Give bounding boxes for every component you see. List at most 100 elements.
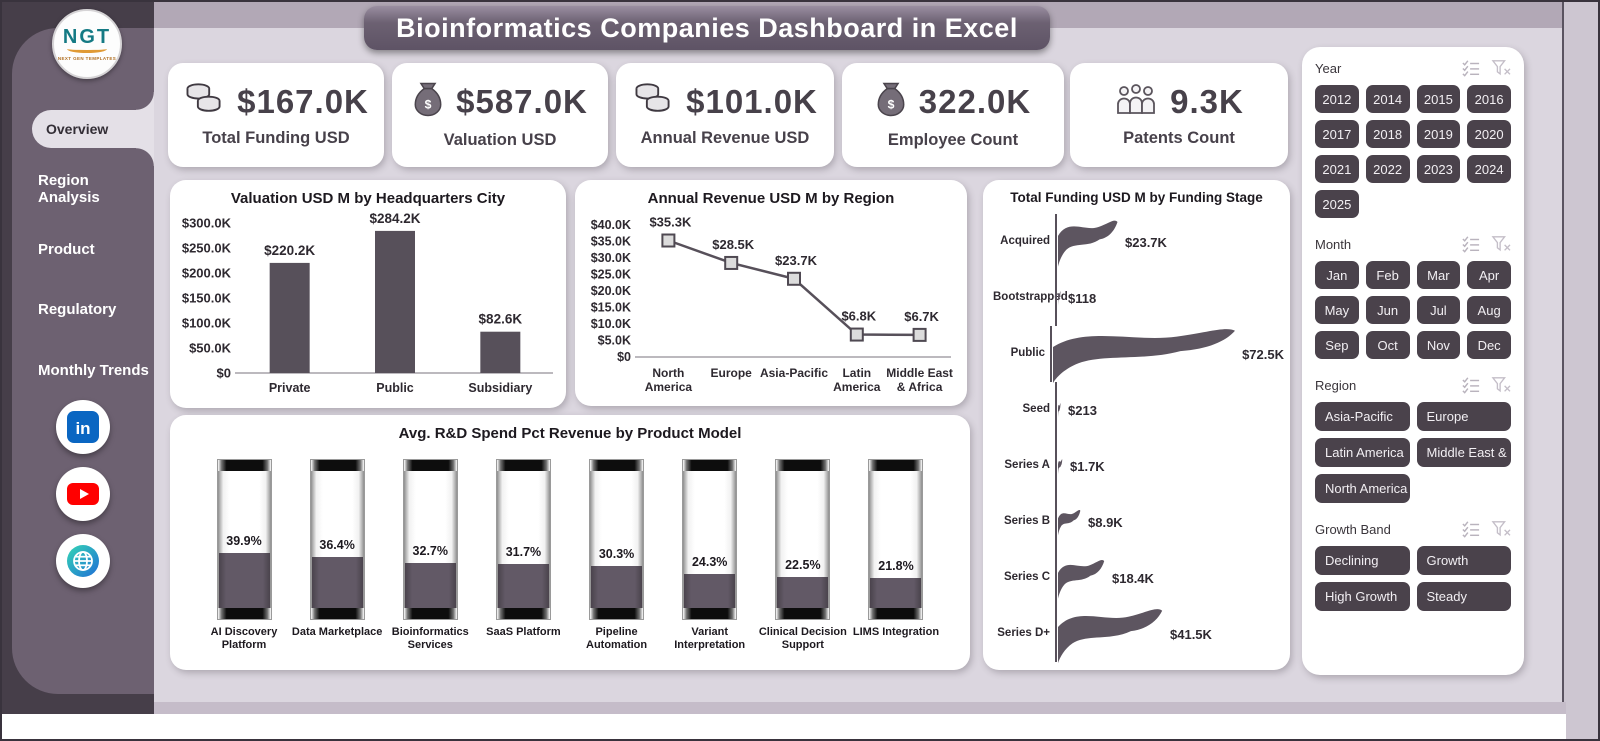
category-label: Series B (1003, 515, 1050, 528)
value-label: 36.4% (319, 538, 355, 553)
flag-zone: $41.5K (1055, 606, 1284, 663)
flag-zone: $213 (1055, 382, 1284, 438)
flag-shape (1058, 458, 1063, 475)
flag-row: Series B $8.9K (993, 494, 1284, 550)
kpi-label: Total Funding USD (202, 129, 350, 147)
chart-text: Public (376, 381, 414, 395)
slicer-option-2024[interactable]: 2024 (1467, 155, 1511, 183)
chart-text: Middle East (886, 366, 953, 380)
value-label: 21.8% (878, 558, 914, 573)
sidebar-item-product[interactable]: Product (38, 240, 95, 258)
flag-zone: $1.7K (1055, 438, 1284, 494)
slicer-option-high-growth[interactable]: High Growth (1315, 582, 1410, 611)
slicer-option-dec[interactable]: Dec (1467, 331, 1511, 359)
slicer-option-growth[interactable]: Growth (1416, 546, 1511, 575)
slicer-option-nov[interactable]: Nov (1416, 331, 1461, 359)
multi-select-icon[interactable] (1461, 520, 1481, 538)
clear-filter-icon[interactable] (1491, 376, 1511, 394)
slicer-option-may[interactable]: May (1315, 296, 1359, 324)
slicer-option-2019[interactable]: 2019 (1416, 120, 1461, 148)
slicer-option-2018[interactable]: 2018 (1365, 120, 1410, 148)
multi-select-icon[interactable] (1461, 59, 1481, 77)
chart-text: & Africa (897, 380, 943, 394)
slicer-option-jul[interactable]: Jul (1416, 296, 1461, 324)
clear-filter-icon[interactable] (1491, 59, 1511, 77)
slicer-option-2020[interactable]: 2020 (1467, 120, 1511, 148)
category-label: SaaS Platform (486, 626, 561, 638)
value-label: 32.7% (412, 543, 448, 558)
category-label: Public (1010, 347, 1046, 360)
flag-row: Acquired $23.7K (993, 214, 1284, 270)
kpi-card: $322.0K Employee Count (842, 63, 1064, 167)
slicer-option-2017[interactable]: 2017 (1315, 120, 1359, 148)
slicer-option-oct[interactable]: Oct (1365, 331, 1410, 359)
chart-text: $40.0K (591, 218, 631, 232)
slicer-option-2014[interactable]: 2014 (1365, 85, 1410, 113)
clear-filter-icon[interactable] (1491, 235, 1511, 253)
value-label: $1.7K (1070, 458, 1105, 474)
slicer-option-middle-east-[interactable]: Middle East & ... (1416, 438, 1511, 467)
kpi-card: $167.0K Total Funding USD (168, 63, 384, 167)
coins-icon (183, 82, 225, 121)
category-label: Bioinformatics Services (391, 626, 469, 652)
sidebar-item-monthly-trends[interactable]: Monthly Trends (38, 361, 149, 379)
kpi-card: 9.3K Patents Count (1070, 63, 1288, 167)
slicer-option-mar[interactable]: Mar (1416, 261, 1461, 289)
flag-shape (1058, 403, 1061, 418)
slicer-option-north-america[interactable]: North America (1315, 474, 1410, 503)
slicer-option-latin-america[interactable]: Latin America (1315, 438, 1410, 467)
sidebar-item-overview[interactable]: Overview (32, 92, 154, 166)
clear-filter-icon[interactable] (1491, 520, 1511, 538)
marker (912, 327, 927, 342)
slicer-option-2016[interactable]: 2016 (1467, 85, 1511, 113)
thermo-fill (497, 563, 549, 608)
sidebar-item-region-analysis[interactable]: Region Analysis (38, 172, 100, 206)
slicer-option-sep[interactable]: Sep (1315, 331, 1359, 359)
sidebar-item-regulatory[interactable]: Regulatory (38, 300, 117, 318)
slicer-title: Growth Band (1315, 521, 1391, 537)
value-label: 39.9% (226, 533, 262, 548)
slicer-option-2015[interactable]: 2015 (1416, 85, 1461, 113)
slicer-title: Region (1315, 377, 1357, 393)
tube-cap (869, 608, 923, 619)
svg-text:in: in (75, 419, 90, 438)
slicer-option-jan[interactable]: Jan (1315, 261, 1359, 289)
slicer-option-jun[interactable]: Jun (1365, 296, 1410, 324)
category-label: Series A (1004, 459, 1050, 472)
slicer-option-asia-pacific[interactable]: Asia-Pacific (1315, 402, 1410, 431)
website-globe-icon[interactable] (56, 534, 110, 588)
flag-shape (1058, 291, 1061, 306)
slicer-option-feb[interactable]: Feb (1365, 261, 1410, 289)
slicer-option-apr[interactable]: Apr (1467, 261, 1511, 289)
slicer-option-steady[interactable]: Steady (1416, 582, 1511, 611)
slicer-option-2023[interactable]: 2023 (1416, 155, 1461, 183)
category-label: Seed (1022, 403, 1051, 416)
slicer-option-2021[interactable]: 2021 (1315, 155, 1359, 183)
flag-row: Seed $213 (993, 382, 1284, 438)
slicer-option-declining[interactable]: Declining (1315, 546, 1410, 575)
bar (269, 262, 310, 373)
slicer-option-2012[interactable]: 2012 (1315, 85, 1359, 113)
multi-select-icon[interactable] (1461, 235, 1481, 253)
flag-zone: $72.5K (1050, 326, 1284, 383)
slicer-option-2025[interactable]: 2025 (1315, 190, 1359, 218)
youtube-icon[interactable] (56, 467, 110, 521)
category-label: Bootstrapped (993, 291, 1068, 304)
kpi-top: $322.0K (875, 80, 1031, 123)
chart-title: Valuation USD M by Headquarters City (230, 190, 506, 207)
tube-cap (590, 608, 644, 619)
coins-icon (632, 82, 674, 121)
slicer-option-2022[interactable]: 2022 (1365, 155, 1410, 183)
bar (480, 331, 521, 373)
thermo-fill (870, 577, 922, 608)
slicer-option-europe[interactable]: Europe (1416, 402, 1511, 431)
sheet-bottom-strip (2, 714, 1566, 739)
slicer-month: Month Jan Feb Mar Apr May Jun Jul Aug Sep Oct Nov D… (1315, 235, 1511, 359)
chart-text: $15.0K (591, 301, 631, 315)
slicer-options: 2012 2014 2015 2016 2017 2018 2019 2020 2021 2022… (1315, 85, 1511, 218)
slicer-option-aug[interactable]: Aug (1467, 296, 1511, 324)
linkedin-icon[interactable]: in (56, 400, 110, 454)
thermo-column: 32.7% Bioinformatics Services (384, 459, 476, 652)
multi-select-icon[interactable] (1461, 376, 1481, 394)
chart-text: $35.3K (649, 215, 692, 230)
